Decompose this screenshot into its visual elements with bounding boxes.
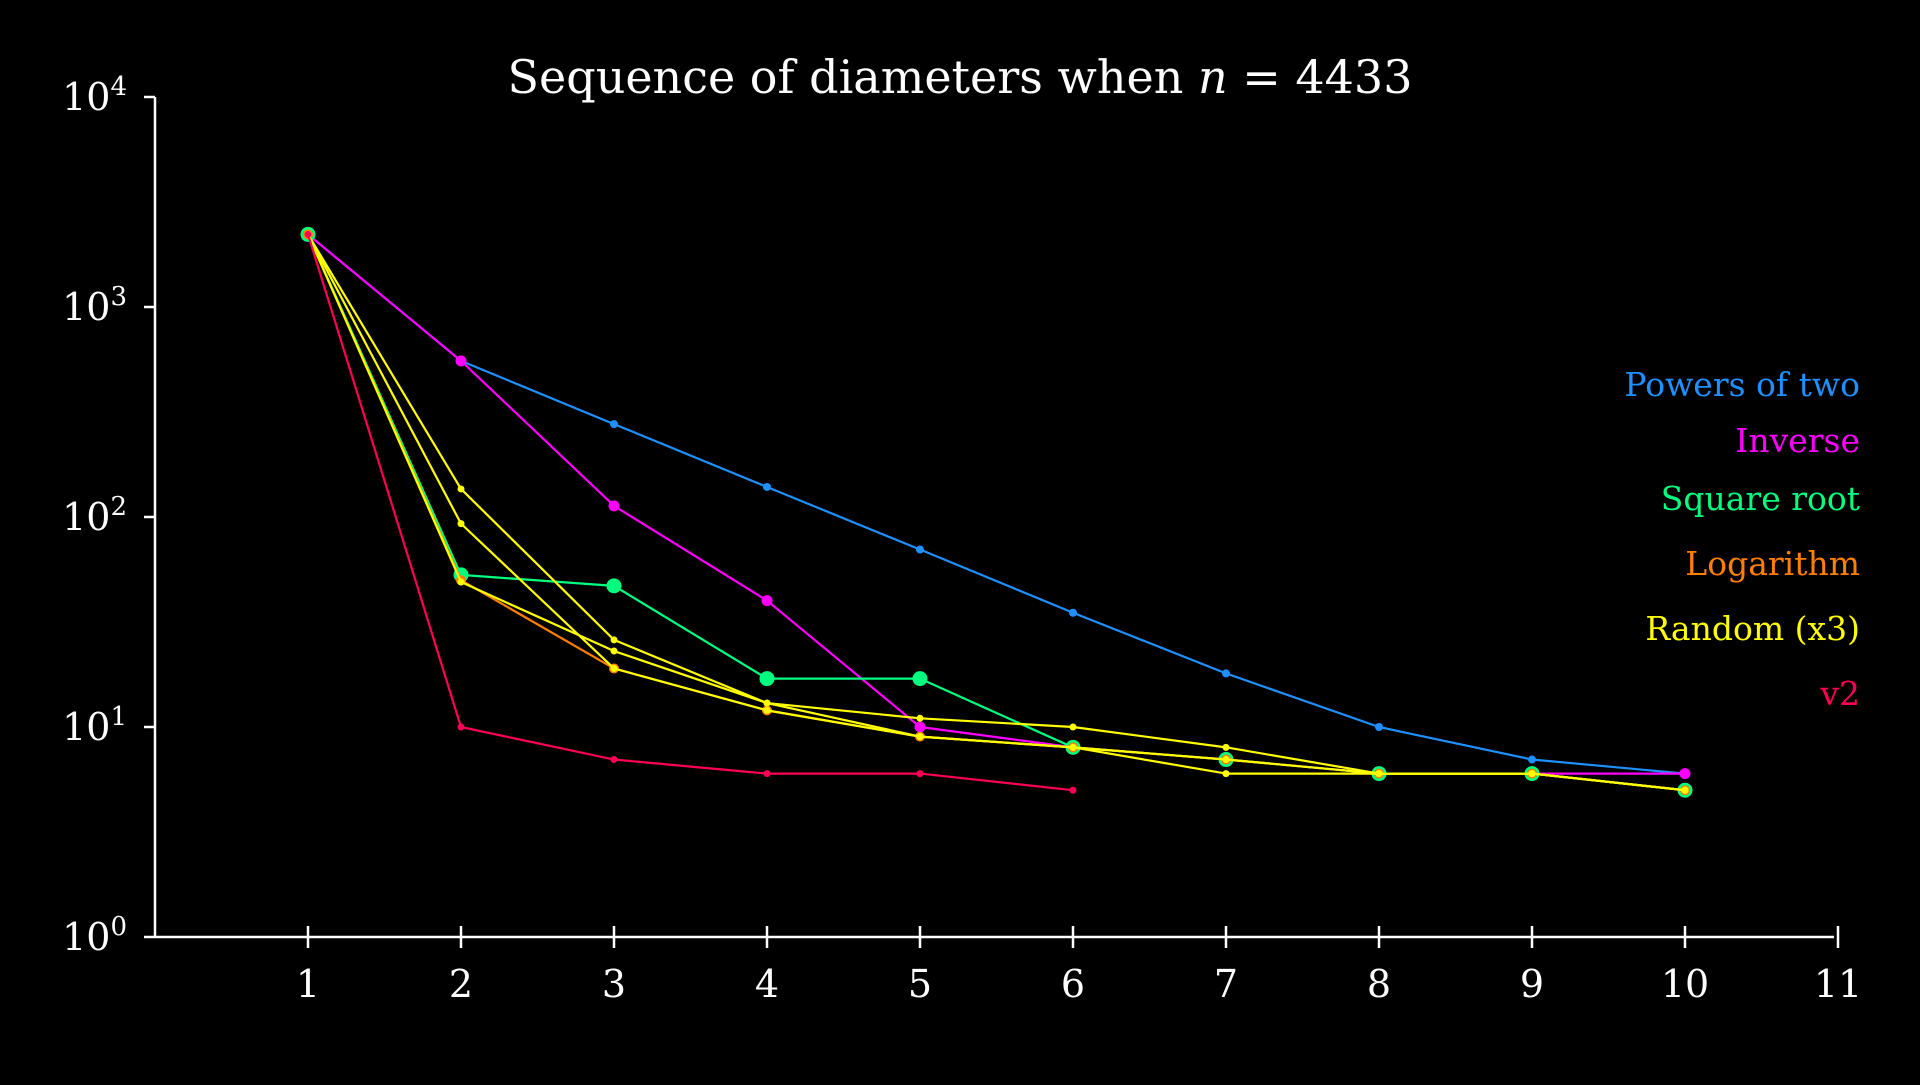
x-tick-label: 1 [296,962,320,1006]
data-point [457,485,465,493]
series-layer [300,226,1693,798]
y-tick-exponent: 2 [110,492,127,522]
data-point [457,723,465,731]
data-point [1069,608,1077,617]
y-tick-label: 104 [62,72,127,119]
y-tick-base: 10 [62,915,110,959]
data-point [763,482,771,491]
y-tick-label: 100 [62,912,127,959]
data-point [916,545,924,554]
y-tick-exponent: 4 [110,72,127,102]
y-tick-label: 102 [62,492,127,539]
x-tick-label: 9 [1520,962,1544,1006]
data-point [1375,723,1383,731]
data-point [1069,786,1077,794]
legend-item: Inverse [1735,421,1860,460]
data-point [610,664,618,672]
data-point [1069,743,1077,751]
data-point [759,671,775,687]
series-line [306,234,1074,792]
chart-title-variable: n [1198,50,1228,104]
data-point [1222,770,1230,778]
legend-item: Square root [1661,479,1860,518]
legend: Powers of two Inverse Square root Logarithm… [1624,365,1860,713]
series-v2 [304,230,1077,794]
x-tick-label: 4 [755,962,779,1006]
y-tick-base: 10 [62,285,110,329]
data-point [763,699,771,707]
data-point [916,714,924,722]
y-tick-base: 10 [62,705,110,749]
chart-title-prefix: Sequence of diameters when [508,50,1198,104]
data-point [610,756,618,764]
data-point [914,721,926,733]
y-tick-label: 103 [62,282,127,329]
data-point [606,578,622,594]
data-point [1375,770,1383,778]
data-point [1679,768,1691,780]
y-tick-label: 101 [62,702,127,749]
chart-title-suffix: = 4433 [1228,50,1413,104]
data-point [304,230,312,238]
legend-item: Logarithm [1685,544,1860,583]
data-point [912,671,928,687]
data-point [763,706,771,714]
x-tick-label: 8 [1367,962,1391,1006]
data-point [1069,723,1077,731]
data-point [1528,770,1536,778]
y-tick-exponent: 0 [110,912,127,942]
x-tick-label: 3 [602,962,626,1006]
data-point [457,578,465,586]
legend-item: Powers of two [1624,365,1860,404]
y-tick-exponent: 1 [110,702,127,732]
data-point [1222,669,1230,678]
data-point [916,733,924,741]
x-tick-label: 7 [1214,962,1238,1006]
x-tick-label: 6 [1061,962,1085,1006]
data-point [610,647,618,655]
x-tick-label: 11 [1814,962,1862,1006]
data-point [1681,786,1689,794]
series-line [306,233,1686,792]
data-point [455,355,467,367]
chart-title: Sequence of diameters when n = 4433 [508,50,1413,104]
data-point [763,770,771,778]
legend-item: Random (x3) [1645,609,1860,648]
data-point [916,770,924,778]
data-point [1222,743,1230,751]
legend-item: v2 [1819,674,1860,713]
x-tick-label: 2 [449,962,473,1006]
x-axis-ticks: 1 2 3 4 5 6 7 8 9 10 11 [296,926,1862,1006]
data-point [1222,756,1230,764]
data-point [457,520,465,528]
x-tick-label: 10 [1661,962,1709,1006]
data-point [1528,755,1536,764]
data-point [608,500,620,512]
series-line [307,233,1686,775]
y-tick-exponent: 3 [110,282,127,312]
y-tick-base: 10 [62,495,110,539]
y-tick-base: 10 [62,75,110,119]
data-point [610,636,618,644]
data-point [610,420,618,429]
x-tick-label: 5 [908,962,932,1006]
data-point [761,595,773,607]
